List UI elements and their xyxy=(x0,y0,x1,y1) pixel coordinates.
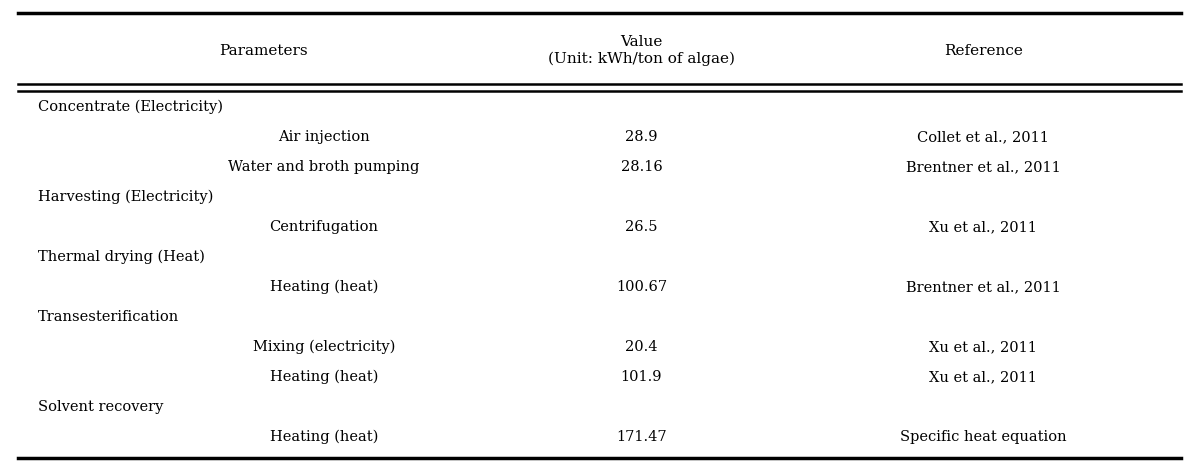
Text: Brentner et al., 2011: Brentner et al., 2011 xyxy=(905,160,1061,174)
Text: Concentrate (Electricity): Concentrate (Electricity) xyxy=(38,100,223,114)
Text: Water and broth pumping: Water and broth pumping xyxy=(228,160,420,174)
Text: 101.9: 101.9 xyxy=(621,370,662,384)
Text: Thermal drying (Heat): Thermal drying (Heat) xyxy=(38,250,205,264)
Text: Collet et al., 2011: Collet et al., 2011 xyxy=(917,130,1049,144)
Text: Xu et al., 2011: Xu et al., 2011 xyxy=(929,340,1037,354)
Text: Centrifugation: Centrifugation xyxy=(270,220,378,234)
Text: Specific heat equation: Specific heat equation xyxy=(900,430,1066,444)
Text: Mixing (electricity): Mixing (electricity) xyxy=(253,340,394,354)
Text: 171.47: 171.47 xyxy=(616,430,667,444)
Text: Air injection: Air injection xyxy=(278,130,369,144)
Text: Solvent recovery: Solvent recovery xyxy=(38,400,164,414)
Text: Parameters: Parameters xyxy=(219,44,308,57)
Text: 26.5: 26.5 xyxy=(625,220,658,234)
Text: 20.4: 20.4 xyxy=(625,340,658,354)
Text: 100.67: 100.67 xyxy=(616,280,667,294)
Text: Value
(Unit: kWh/ton of algae): Value (Unit: kWh/ton of algae) xyxy=(548,35,735,66)
Text: Xu et al., 2011: Xu et al., 2011 xyxy=(929,370,1037,384)
Text: Xu et al., 2011: Xu et al., 2011 xyxy=(929,220,1037,234)
Text: 28.16: 28.16 xyxy=(621,160,662,174)
Text: Heating (heat): Heating (heat) xyxy=(270,430,378,444)
Text: 28.9: 28.9 xyxy=(625,130,658,144)
Text: Transesterification: Transesterification xyxy=(38,310,180,324)
Text: Brentner et al., 2011: Brentner et al., 2011 xyxy=(905,280,1061,294)
Text: Reference: Reference xyxy=(944,44,1023,57)
Text: Harvesting (Electricity): Harvesting (Electricity) xyxy=(38,190,213,204)
Text: Heating (heat): Heating (heat) xyxy=(270,370,378,384)
Text: Heating (heat): Heating (heat) xyxy=(270,280,378,294)
